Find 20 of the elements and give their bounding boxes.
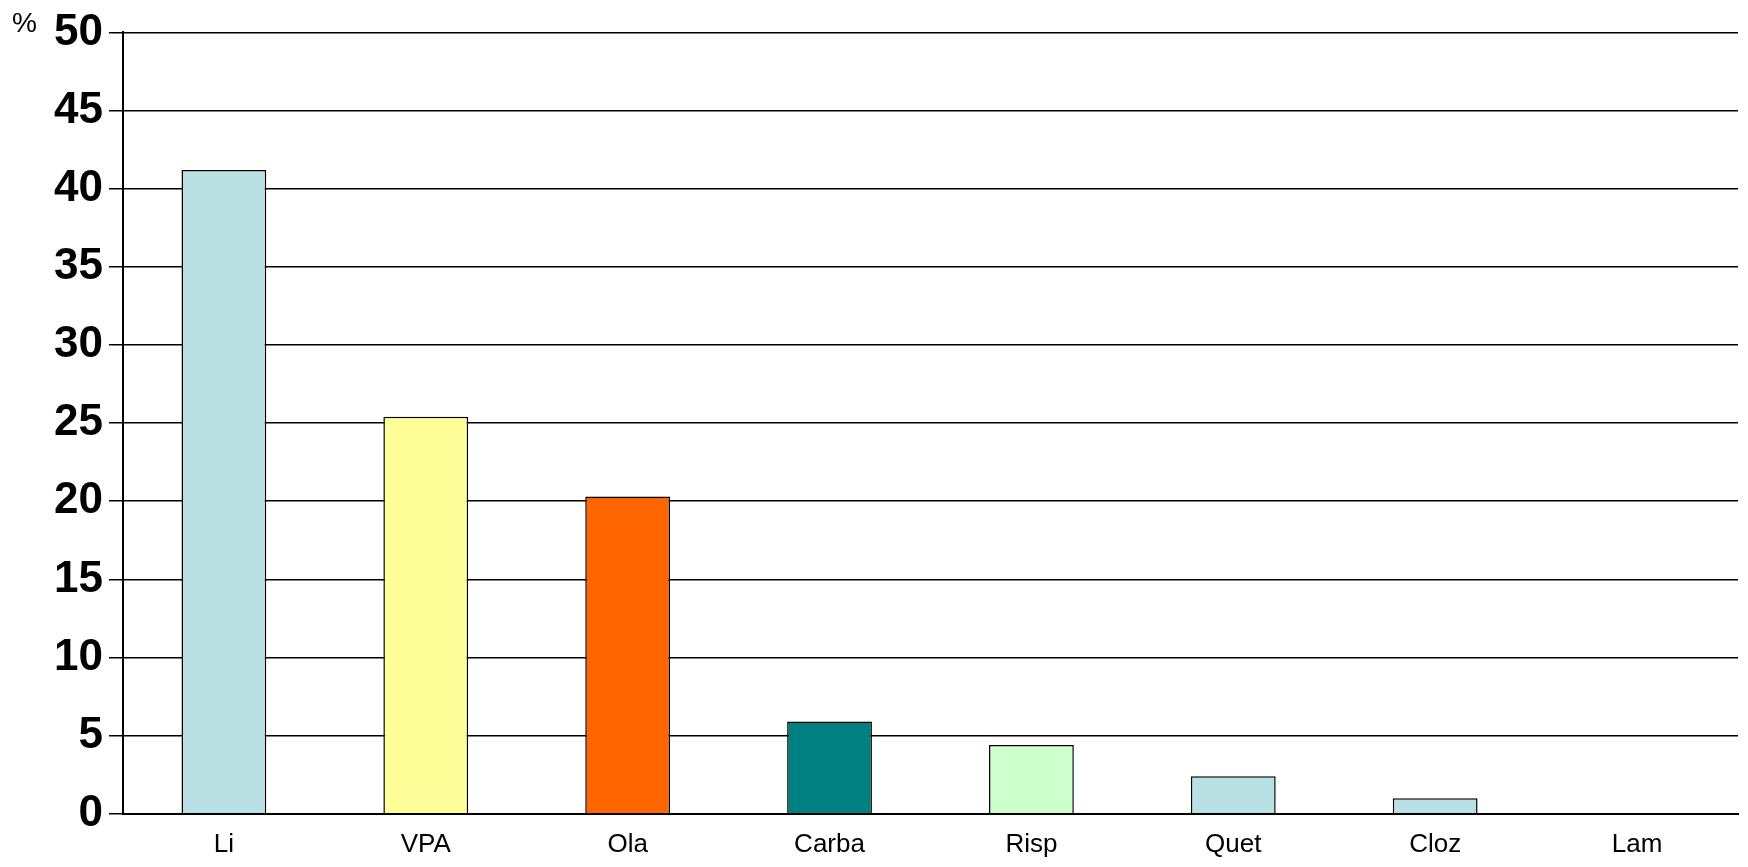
y-tick-label: 10: [53, 629, 103, 679]
x-tick-label: Quet: [1205, 827, 1263, 858]
y-tick-label: 25: [53, 395, 103, 445]
x-tick-label: Carba: [794, 827, 866, 858]
y-tick-label: 35: [53, 238, 103, 288]
y-tick-label: 40: [53, 160, 103, 210]
x-tick-label: Li: [213, 827, 235, 858]
x-tick-label: Lam: [1611, 827, 1663, 858]
y-axis-title: %: [12, 6, 37, 38]
y-tick-label: 50: [53, 4, 103, 54]
x-tick-label: Risp: [1005, 827, 1058, 858]
y-tick-label: 30: [53, 317, 103, 367]
y-tick-label: 15: [53, 551, 103, 601]
x-tick-label: Cloz: [1409, 827, 1462, 858]
y-tick-label: 20: [53, 473, 103, 523]
x-tick-label: Ola: [607, 827, 649, 858]
y-tick-label: 5: [78, 707, 103, 757]
y-tick-label: 45: [53, 82, 103, 132]
y-tick-label: 0: [78, 785, 103, 835]
x-tick-label: VPA: [400, 827, 452, 858]
